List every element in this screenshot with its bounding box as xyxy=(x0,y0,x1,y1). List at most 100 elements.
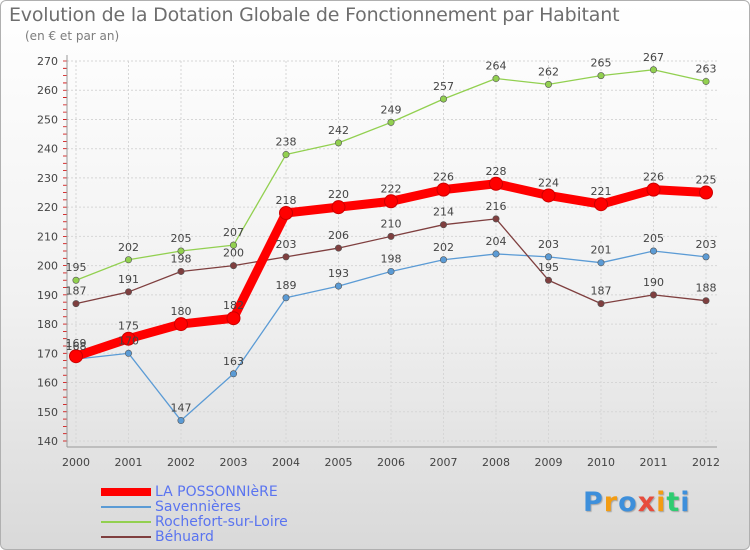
legend-label: LA POSSONNIèRE xyxy=(155,484,278,500)
data-point xyxy=(702,253,710,261)
chart-subtitle: (en € et par an) xyxy=(25,29,120,43)
grid-layer xyxy=(67,60,717,445)
logo-letter: i xyxy=(656,487,667,518)
data-label: 200 xyxy=(223,247,244,260)
data-label: 225 xyxy=(696,174,717,187)
data-point xyxy=(649,247,657,255)
y-tick-label: 180 xyxy=(37,318,58,331)
y-tick-label: 190 xyxy=(37,289,58,302)
data-point xyxy=(334,244,342,252)
data-label: 169 xyxy=(66,337,87,350)
data-label: 195 xyxy=(538,261,559,274)
x-tick-label: 2012 xyxy=(692,456,720,469)
logo-letter: r xyxy=(603,487,619,518)
data-point xyxy=(177,247,185,255)
legend-label: Savennières xyxy=(155,499,241,515)
data-label: 189 xyxy=(276,279,297,292)
data-point xyxy=(177,267,185,275)
data-point xyxy=(544,80,552,88)
data-point xyxy=(702,297,710,305)
data-point xyxy=(597,259,605,267)
data-label: 216 xyxy=(486,200,507,213)
data-point xyxy=(125,349,133,357)
data-label: 262 xyxy=(538,65,559,78)
data-point xyxy=(121,331,136,346)
data-point xyxy=(439,256,447,264)
legend-swatch xyxy=(101,488,151,496)
legend-label: Béhuard xyxy=(155,529,214,545)
logo-letter: P xyxy=(583,487,604,518)
x-tick-label: 2005 xyxy=(325,456,353,469)
data-point xyxy=(226,311,241,326)
data-label: 190 xyxy=(643,276,664,289)
logo-letter: x xyxy=(637,487,657,518)
data-label: 207 xyxy=(223,226,244,239)
data-point xyxy=(544,253,552,261)
data-point xyxy=(541,188,556,203)
series-layer xyxy=(69,66,713,425)
data-label: 203 xyxy=(276,238,297,251)
y-tick-label: 160 xyxy=(37,377,58,390)
logo-letter: o xyxy=(618,487,638,518)
data-label: 205 xyxy=(643,232,664,245)
x-tick-label: 2007 xyxy=(430,456,458,469)
y-tick-label: 230 xyxy=(37,172,58,185)
data-point xyxy=(230,241,238,249)
y-tick-label: 270 xyxy=(37,55,58,68)
data-point xyxy=(699,185,713,200)
data-label: 265 xyxy=(591,57,612,70)
data-point xyxy=(646,182,661,197)
data-label: 218 xyxy=(276,194,297,207)
data-label: 210 xyxy=(381,217,402,230)
data-point xyxy=(384,194,398,209)
data-point xyxy=(387,232,395,240)
data-point xyxy=(492,75,500,83)
data-point xyxy=(702,77,710,85)
data-label: 214 xyxy=(433,206,454,219)
data-label: 198 xyxy=(171,252,192,265)
data-label: 206 xyxy=(328,229,349,242)
data-point xyxy=(279,206,293,220)
data-point xyxy=(282,253,290,261)
x-tick-label: 2009 xyxy=(535,456,563,469)
x-tick-label: 2008 xyxy=(482,456,510,469)
data-label: 175 xyxy=(118,320,139,333)
data-label: 180 xyxy=(171,305,192,318)
data-label: 249 xyxy=(381,103,402,116)
data-point xyxy=(492,215,500,223)
data-label: 188 xyxy=(696,282,717,295)
data-point xyxy=(387,267,395,275)
data-label: 198 xyxy=(381,252,402,265)
data-point xyxy=(72,300,80,308)
data-point xyxy=(125,256,133,264)
logo-letter: t xyxy=(666,487,681,518)
data-point xyxy=(72,276,80,284)
data-label: 222 xyxy=(381,182,402,195)
data-label: 168 xyxy=(66,340,87,353)
data-label: 238 xyxy=(276,136,297,149)
y-tick-label: 150 xyxy=(37,406,58,419)
x-tick-label: 2011 xyxy=(640,456,668,469)
data-label: 195 xyxy=(66,261,87,274)
data-point xyxy=(439,221,447,229)
x-tick-label: 2003 xyxy=(220,456,248,469)
data-point xyxy=(69,349,83,364)
data-point xyxy=(594,197,608,212)
data-point xyxy=(597,72,605,80)
x-tick-label: 2010 xyxy=(587,456,615,469)
data-point xyxy=(174,317,188,332)
data-label: 170 xyxy=(118,334,139,347)
proxiti-logo: Proxiti xyxy=(583,487,691,518)
data-point xyxy=(282,151,290,159)
x-tick-label: 2004 xyxy=(272,456,300,469)
data-label: 242 xyxy=(328,124,349,137)
y-tick-label: 250 xyxy=(37,113,58,126)
data-point xyxy=(282,294,290,302)
data-point xyxy=(489,176,503,191)
data-label: 147 xyxy=(171,402,192,415)
data-label: 220 xyxy=(328,188,349,201)
data-label: 204 xyxy=(486,235,507,248)
x-tick-label: 2001 xyxy=(115,456,143,469)
